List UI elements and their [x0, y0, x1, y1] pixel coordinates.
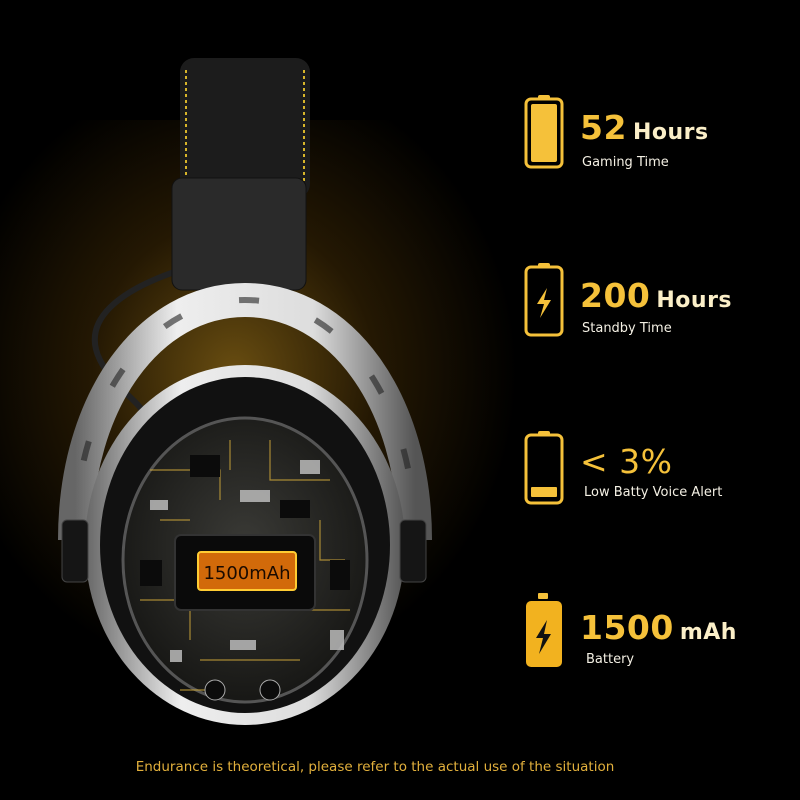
feature-label: Gaming Time: [582, 155, 669, 170]
battery-full-icon: [524, 95, 564, 169]
feature-battery-capacity: 1500 mAh Battery: [520, 592, 800, 672]
disclaimer-footer: Endurance is theoretical, please refer t…: [135, 759, 615, 775]
feature-label: Standby Time: [582, 321, 672, 336]
feature-unit: mAh: [679, 620, 737, 645]
battery-charging-icon: [524, 263, 564, 337]
feature-value: 200: [580, 276, 651, 315]
headset-image: 1500mAh: [58, 58, 432, 725]
feature-unit: Hours: [632, 120, 709, 145]
feature-value: < 3%: [580, 442, 673, 481]
feature-standby-time: 200 Hours Standby Time: [520, 262, 800, 342]
battery-low-icon: [524, 431, 564, 505]
feature-gaming-time: 52 Hours Gaming Time: [520, 94, 800, 174]
feature-low-battery-alert: < 3% Low Batty Voice Alert: [520, 430, 800, 510]
feature-label: Low Batty Voice Alert: [584, 485, 723, 500]
feature-value: 52: [580, 108, 627, 147]
feature-label: Battery: [586, 652, 635, 667]
battery-cell-icon: [526, 593, 562, 667]
battery-pack-label: 1500mAh: [203, 563, 290, 584]
feature-value: 1500: [580, 608, 674, 647]
feature-unit: Hours: [656, 288, 733, 313]
